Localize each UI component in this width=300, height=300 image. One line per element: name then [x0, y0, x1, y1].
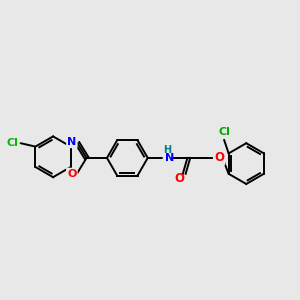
Text: Cl: Cl	[7, 138, 19, 148]
Text: Cl: Cl	[218, 127, 230, 137]
Text: N: N	[67, 137, 76, 147]
Text: O: O	[214, 152, 224, 164]
Text: O: O	[67, 169, 76, 179]
Text: N: N	[165, 153, 174, 163]
Text: H: H	[163, 145, 171, 154]
Text: O: O	[174, 172, 184, 185]
